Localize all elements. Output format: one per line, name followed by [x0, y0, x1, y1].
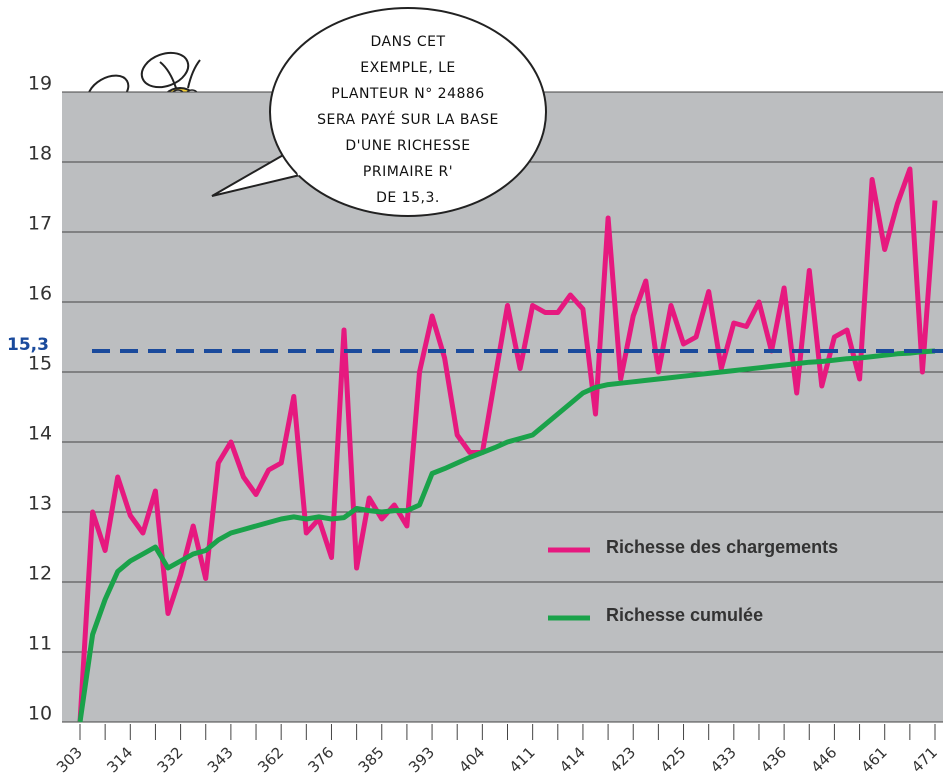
- x-tick-label: 303: [53, 743, 86, 776]
- annotation-line: DANS CET: [370, 34, 445, 50]
- annotation-line: PLANTEUR N° 24886: [331, 86, 484, 102]
- x-tick-label: 343: [204, 743, 237, 776]
- x-tick-label: 411: [506, 743, 539, 776]
- annotation-line: PRIMAIRE R': [363, 164, 453, 180]
- x-tick-label: 404: [455, 743, 488, 776]
- x-tick-label: 436: [757, 743, 790, 776]
- annotation-line: DE 15,3.: [376, 190, 440, 206]
- y-tick-label: 16: [28, 283, 52, 305]
- reference-label: 15,3: [7, 335, 49, 355]
- y-tick-label: 19: [28, 73, 52, 95]
- legend-label: Richesse cumulée: [606, 605, 763, 625]
- y-tick-label: 18: [28, 143, 52, 165]
- x-tick-label: 376: [305, 743, 338, 776]
- annotation-line: SERA PAYÉ SUR LA BASE: [317, 111, 499, 128]
- y-tick-label: 15: [28, 353, 52, 375]
- x-tick-label: 461: [858, 743, 891, 776]
- x-tick-label: 362: [254, 743, 287, 776]
- x-tick-label: 425: [657, 743, 690, 776]
- x-tick-label: 423: [606, 743, 639, 776]
- x-tick-label: 314: [103, 743, 136, 776]
- y-tick-label: 11: [28, 633, 52, 655]
- y-tick-label: 12: [28, 563, 52, 585]
- x-tick-label: 385: [355, 743, 388, 776]
- legend-label: Richesse des chargements: [606, 537, 838, 557]
- x-tick-label: 446: [807, 743, 840, 776]
- chart: 10 11 12 13 14 15 16 17 18 19 303 314 332 343 362 376 38…: [0, 0, 943, 777]
- y-tick-label: 17: [28, 213, 52, 235]
- y-tick-label: 10: [28, 703, 52, 725]
- x-tick-label: 471: [908, 743, 941, 776]
- x-tick-label: 332: [154, 743, 187, 776]
- y-tick-label: 14: [28, 423, 52, 445]
- x-tick-label: 393: [405, 743, 438, 776]
- plot-area: [62, 92, 943, 740]
- annotation-line: D'UNE RICHESSE: [345, 138, 470, 154]
- x-tick-label: 433: [707, 743, 740, 776]
- y-tick-label: 13: [28, 493, 52, 515]
- annotation-line: EXEMPLE, LE: [360, 60, 456, 76]
- x-tick-label: 414: [556, 743, 589, 776]
